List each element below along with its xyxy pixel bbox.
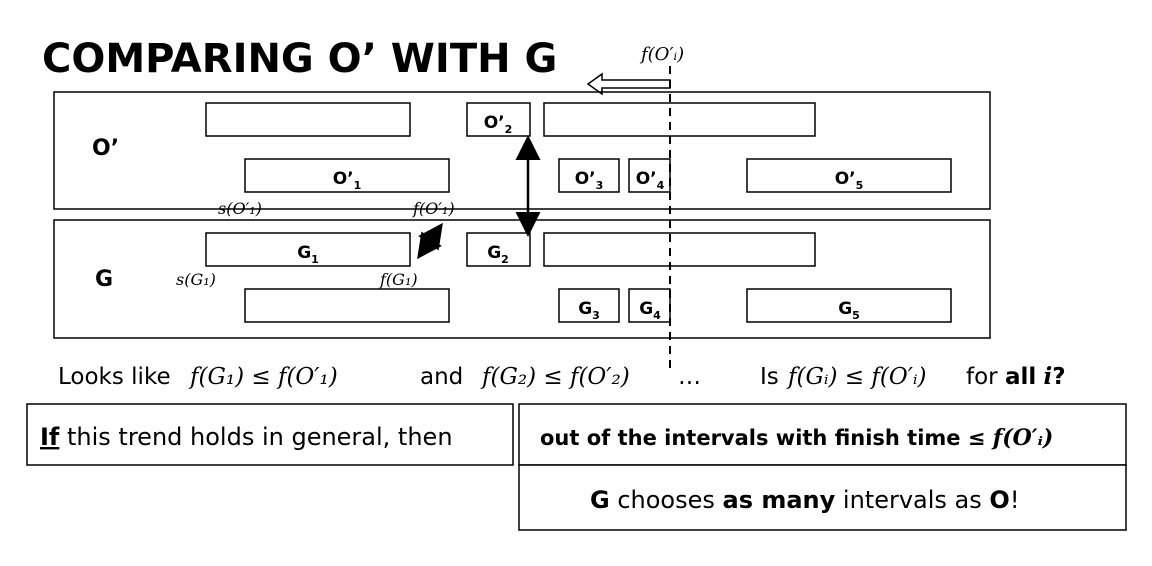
interval-subscript: 2 [505,123,513,136]
is-text: Is [760,364,779,390]
o-interval: O’1 [244,158,450,193]
svg-text:O’3: O’3 [575,169,604,192]
for-all-text: for all i? [966,363,1066,390]
g-box-text: G chooses as many intervals as O! [590,486,1019,514]
svg-text:O’1: O’1 [333,169,362,192]
s-o1-label: s(O′₁) [218,199,262,218]
interval-label: G [297,243,311,263]
g-interval: G2 [466,232,531,267]
g-interval: G1 [205,232,411,267]
double-arrow-icon [417,222,443,260]
g-box [518,464,1127,531]
looks-like-text: Looks like [58,364,171,390]
interval-label: O’ [333,169,354,189]
svg-text:O’4: O’4 [636,169,665,192]
o-interval: O’5 [746,158,952,193]
svg-text:O’2: O’2 [484,113,513,136]
g-interval [543,232,816,267]
interval-label: G [639,299,653,319]
interval-subscript: 4 [653,309,661,322]
o-interval [543,102,816,137]
interval-label: O’ [575,169,596,189]
left-arrow-icon [586,72,671,96]
out-box-text: out of the intervals with finish time ≤ … [540,425,1053,451]
interval-label: O’ [835,169,856,189]
o-interval: O’3 [558,158,620,193]
interval-label: G [578,299,592,319]
interval-subscript: 1 [311,253,319,266]
g-row-label: G [95,267,113,292]
o-interval [205,102,411,137]
svg-text:G1: G1 [297,243,319,266]
interval-label: G [487,243,501,263]
eq-1: f(G₁) ≤ f(O′₁) [188,364,338,390]
g-interval: G3 [558,288,620,323]
svg-text:O’5: O’5 [835,169,864,192]
g-interval: G5 [746,288,952,323]
g-interval: G4 [628,288,671,323]
interval-subscript: 1 [354,179,362,192]
eq-2: f(G₂) ≤ f(O′₂) [480,364,630,390]
if-box-text: If this trend holds in general, then [40,423,453,451]
out-box [518,403,1127,466]
o-row-label: O’ [92,136,119,161]
interval-label: O’ [636,169,657,189]
interval-label: G [838,299,852,319]
interval-label: O’ [484,113,505,133]
interval-subscript: 3 [596,179,604,192]
page-title: COMPARING O’ WITH G [42,36,557,82]
and-text: and [420,364,463,390]
svg-text:G4: G4 [639,299,661,322]
o-interval: O’4 [628,158,671,193]
interval-subscript: 3 [592,309,600,322]
g-interval [244,288,450,323]
interval-subscript: 5 [856,179,864,192]
ellipsis-text: … [678,364,701,390]
interval-subscript: 4 [657,179,665,192]
interval-subscript: 2 [501,253,509,266]
f-g1-label: f(G₁) [379,270,418,289]
interval-subscript: 5 [852,309,860,322]
svg-text:G5: G5 [838,299,860,322]
s-g1-label: s(G₁) [176,270,216,289]
svg-text:G3: G3 [578,299,600,322]
if-box [26,403,514,466]
marker-label: f(O′ᵢ) [639,44,684,65]
eq-3: f(Gᵢ) ≤ f(O′ᵢ) [786,364,927,390]
f-o1-label: f(O′₁) [412,199,455,218]
svg-text:G2: G2 [487,243,509,266]
o-interval: O’2 [466,102,531,137]
